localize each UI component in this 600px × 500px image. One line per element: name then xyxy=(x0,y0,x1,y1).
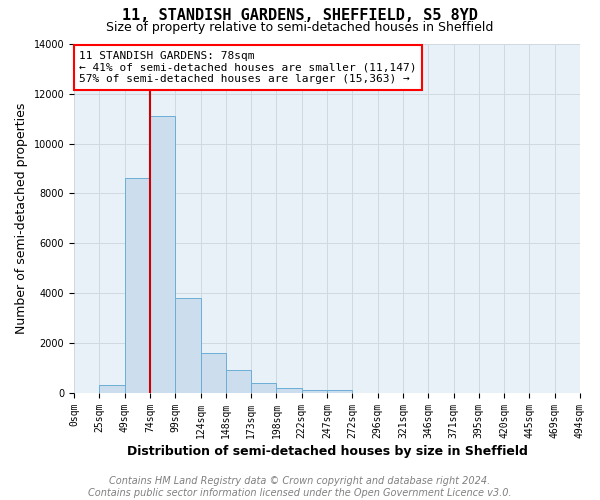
Bar xyxy=(226,370,251,392)
X-axis label: Distribution of semi-detached houses by size in Sheffield: Distribution of semi-detached houses by … xyxy=(127,444,527,458)
Bar xyxy=(277,388,302,392)
Bar xyxy=(150,116,175,392)
Bar xyxy=(327,390,352,392)
Text: Size of property relative to semi-detached houses in Sheffield: Size of property relative to semi-detach… xyxy=(106,21,494,34)
Bar xyxy=(302,390,327,392)
Bar xyxy=(100,385,125,392)
Text: Contains HM Land Registry data © Crown copyright and database right 2024.
Contai: Contains HM Land Registry data © Crown c… xyxy=(88,476,512,498)
Bar xyxy=(125,178,150,392)
Y-axis label: Number of semi-detached properties: Number of semi-detached properties xyxy=(15,102,28,334)
Text: 11 STANDISH GARDENS: 78sqm
← 41% of semi-detached houses are smaller (11,147)
57: 11 STANDISH GARDENS: 78sqm ← 41% of semi… xyxy=(79,51,416,84)
Bar xyxy=(200,352,226,393)
Bar xyxy=(175,298,200,392)
Text: 11, STANDISH GARDENS, SHEFFIELD, S5 8YD: 11, STANDISH GARDENS, SHEFFIELD, S5 8YD xyxy=(122,8,478,22)
Bar xyxy=(251,382,277,392)
